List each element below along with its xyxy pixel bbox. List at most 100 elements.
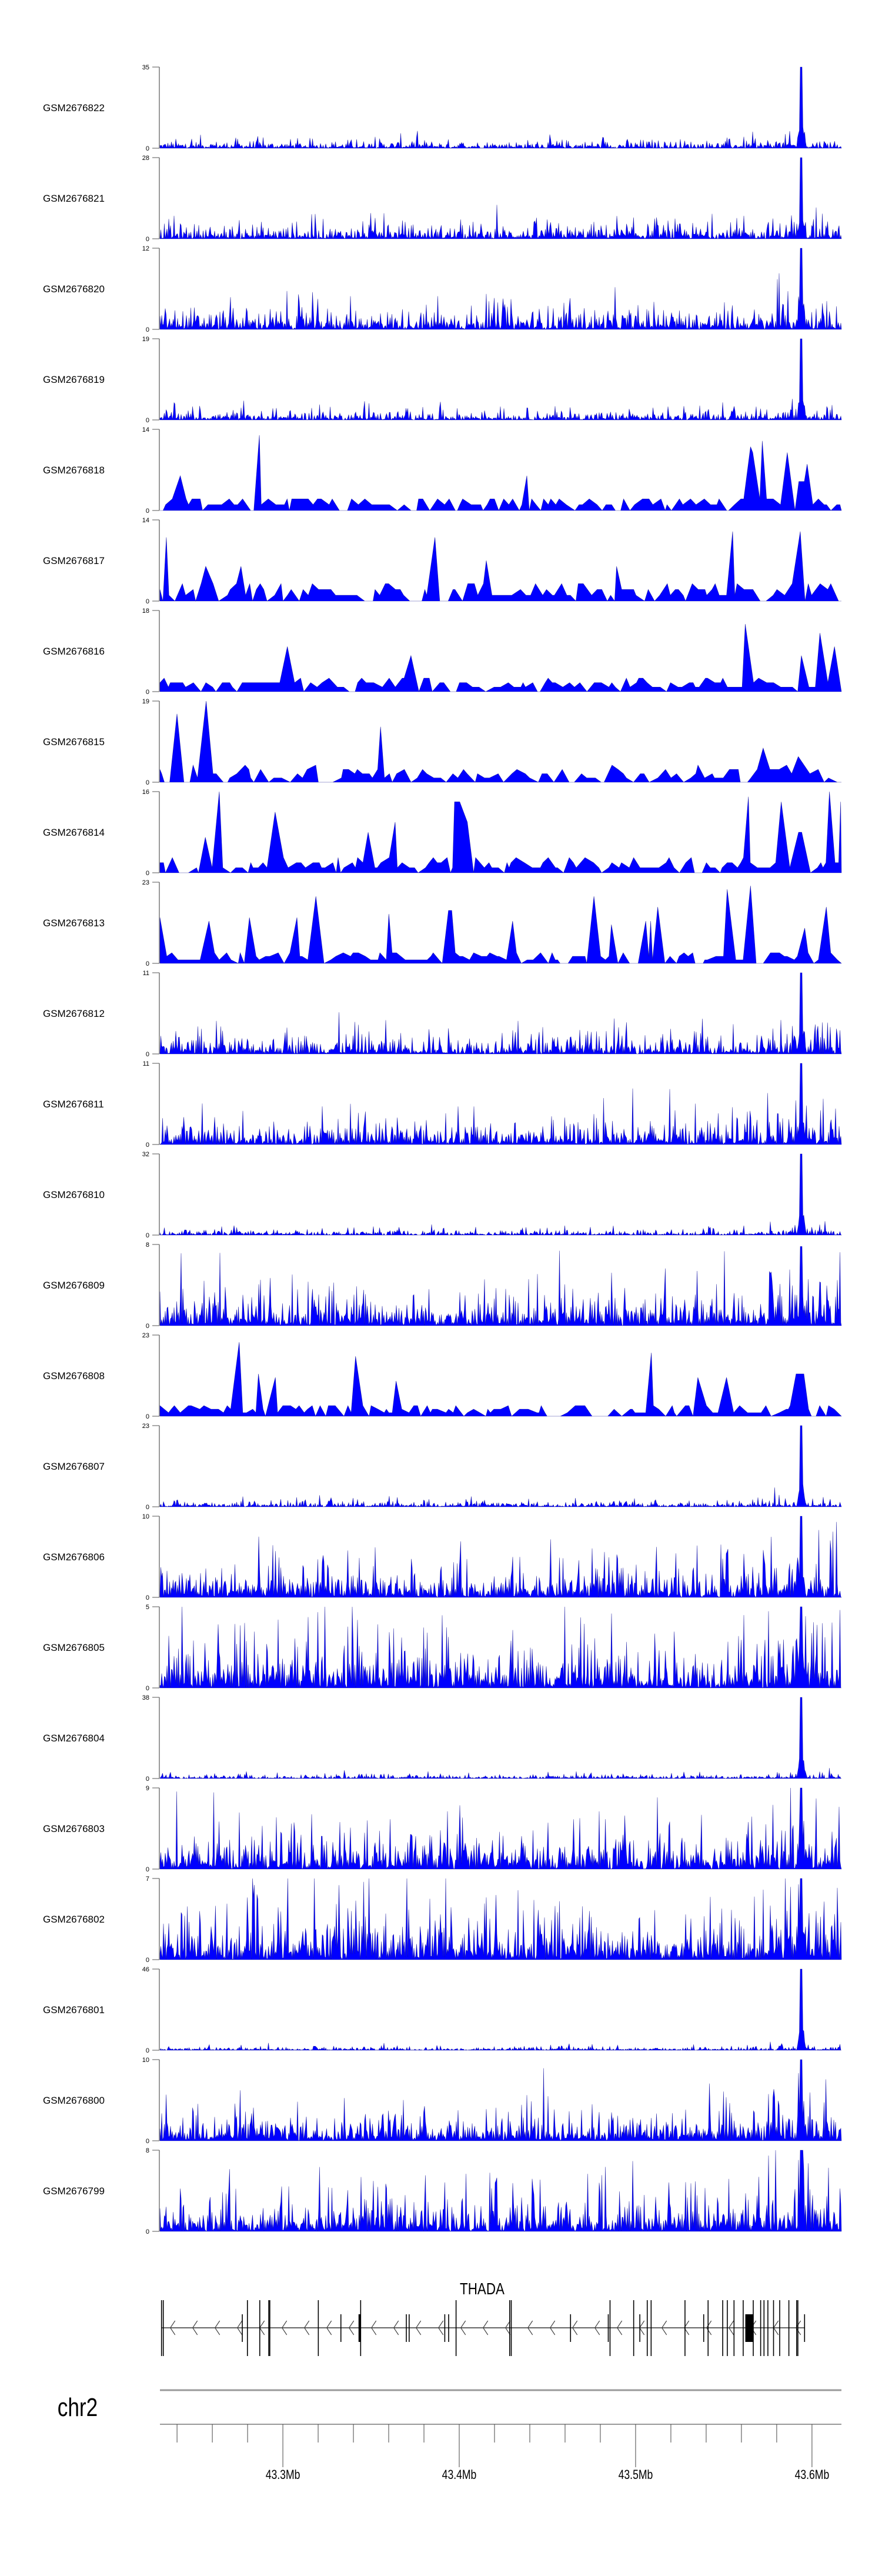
track-GSM2676801: GSM2676801 46 0 — [43, 1966, 842, 2054]
strand-arrow-icon — [169, 2320, 176, 2335]
track-GSM2676806: GSM2676806 10 0 — [43, 1513, 842, 1601]
track-GSM2676799: GSM2676799 8 0 — [43, 2147, 842, 2235]
signal-area — [159, 623, 842, 693]
y-axis-max-label: 23 — [142, 1423, 149, 1430]
y-axis-max-label: 9 — [146, 1785, 149, 1792]
axis-tick-label: 43.5Mb — [619, 2468, 653, 2482]
y-axis-max-label: 14 — [142, 517, 149, 524]
track-GSM2676822: GSM2676822 35 0 — [43, 64, 842, 152]
strand-arrow-icon — [303, 2320, 310, 2335]
y-axis-max-label: 8 — [146, 1242, 149, 1249]
signal-area — [159, 1968, 842, 2051]
signal-area — [159, 1787, 842, 1870]
strand-arrow-icon — [527, 2320, 533, 2335]
signal-area — [159, 1246, 842, 1326]
track-label: GSM2676815 — [43, 736, 105, 748]
track-label: GSM2676805 — [43, 1642, 105, 1653]
strand-arrow-icon — [236, 2320, 243, 2335]
strand-arrow-icon — [415, 2320, 422, 2335]
track-GSM2676804: GSM2676804 38 0 — [43, 1694, 842, 1783]
y-axis-max-label: 23 — [142, 879, 149, 886]
y-axis-max-label: 8 — [146, 2147, 149, 2154]
track-label: GSM2676822 — [43, 102, 105, 114]
y-axis-min-label: 0 — [146, 2047, 149, 2054]
track-label: GSM2676821 — [43, 193, 105, 204]
y-axis-min-label: 0 — [146, 2138, 149, 2145]
y-axis-max-label: 10 — [142, 2057, 149, 2064]
track-GSM2676814: GSM2676814 16 0 — [43, 789, 842, 877]
signal-area — [159, 248, 842, 331]
y-axis-max-label: 11 — [143, 970, 149, 977]
axis-tick-label: 43.3Mb — [266, 2468, 300, 2482]
strand-arrow-icon — [505, 2320, 511, 2335]
exon-block — [358, 2314, 361, 2342]
track-GSM2676821: GSM2676821 28 0 — [43, 155, 842, 243]
strand-arrow-icon — [326, 2320, 332, 2335]
axis-tick-label: 43.4Mb — [442, 2468, 477, 2482]
strand-arrow-icon — [706, 2320, 712, 2335]
signal-area — [160, 435, 842, 511]
track-label: GSM2676819 — [43, 374, 105, 385]
strand-arrow-icon — [393, 2320, 399, 2335]
strand-arrow-icon — [370, 2320, 377, 2335]
chromosome-label: chr2 — [58, 2393, 98, 2422]
exon-block — [745, 2314, 754, 2342]
y-axis-max-label: 38 — [142, 1694, 149, 1701]
y-axis-min-label: 0 — [146, 1051, 149, 1058]
signal-area — [159, 2150, 842, 2232]
signal-area — [159, 700, 841, 783]
track-label: GSM2676802 — [43, 1914, 105, 1925]
track-label: GSM2676799 — [43, 2185, 105, 2197]
y-axis-max-label: 11 — [143, 1060, 149, 1067]
track-label: GSM2676811 — [43, 1099, 104, 1110]
gene-track: THADA — [161, 2280, 806, 2356]
strand-arrow-icon — [661, 2320, 667, 2335]
y-axis-min-label: 0 — [146, 1776, 149, 1783]
y-axis-max-label: 5 — [146, 1604, 149, 1611]
track-GSM2676818: GSM2676818 14 0 — [43, 426, 842, 515]
y-axis-min-label: 0 — [146, 1504, 149, 1511]
strand-arrow-icon — [594, 2320, 600, 2335]
track-label: GSM2676808 — [43, 1370, 105, 1382]
signal-area — [159, 338, 842, 421]
track-label: GSM2676816 — [43, 646, 105, 657]
track-GSM2676816: GSM2676816 18 0 — [43, 608, 842, 696]
y-axis-min-label: 0 — [146, 417, 149, 424]
y-axis-min-label: 0 — [146, 870, 149, 877]
y-axis-min-label: 0 — [146, 779, 149, 786]
y-axis-min-label: 0 — [146, 236, 149, 243]
strand-arrow-icon — [348, 2320, 355, 2335]
y-axis-max-label: 10 — [142, 1513, 149, 1520]
track-label: GSM2676812 — [43, 1008, 105, 1019]
track-GSM2676805: GSM2676805 5 0 — [43, 1604, 842, 1692]
track-GSM2676820: GSM2676820 12 0 — [43, 245, 842, 333]
strand-arrow-icon — [549, 2320, 556, 2335]
track-GSM2676812: GSM2676812 11 0 — [43, 970, 842, 1058]
track-label: GSM2676817 — [43, 555, 105, 566]
track-GSM2676809: GSM2676809 8 0 — [43, 1242, 842, 1330]
strand-arrow-icon — [437, 2320, 444, 2335]
strand-arrow-icon — [728, 2320, 734, 2335]
axis-tick-label: 43.6Mb — [795, 2468, 830, 2482]
track-label: GSM2676810 — [43, 1189, 105, 1200]
strand-arrow-icon — [572, 2320, 578, 2335]
track-label: GSM2676806 — [43, 1551, 105, 1563]
track-label: GSM2676801 — [43, 2004, 105, 2016]
track-label: GSM2676813 — [43, 917, 105, 929]
track-label: GSM2676809 — [43, 1280, 105, 1291]
y-axis-min-label: 0 — [146, 1232, 149, 1239]
signal-area — [159, 1697, 842, 1780]
y-axis-min-label: 0 — [146, 1323, 149, 1330]
y-axis-max-label: 18 — [142, 608, 149, 615]
y-axis-max-label: 32 — [142, 1151, 149, 1158]
strand-arrow-icon — [482, 2320, 489, 2335]
strand-arrow-icon — [683, 2320, 690, 2335]
y-axis-max-label: 19 — [142, 698, 149, 705]
y-axis-min-label: 0 — [146, 960, 149, 967]
signal-area — [159, 791, 842, 874]
signal-area — [159, 972, 842, 1055]
y-axis-max-label: 46 — [142, 1966, 149, 1973]
track-GSM2676810: GSM2676810 32 0 — [43, 1151, 842, 1239]
